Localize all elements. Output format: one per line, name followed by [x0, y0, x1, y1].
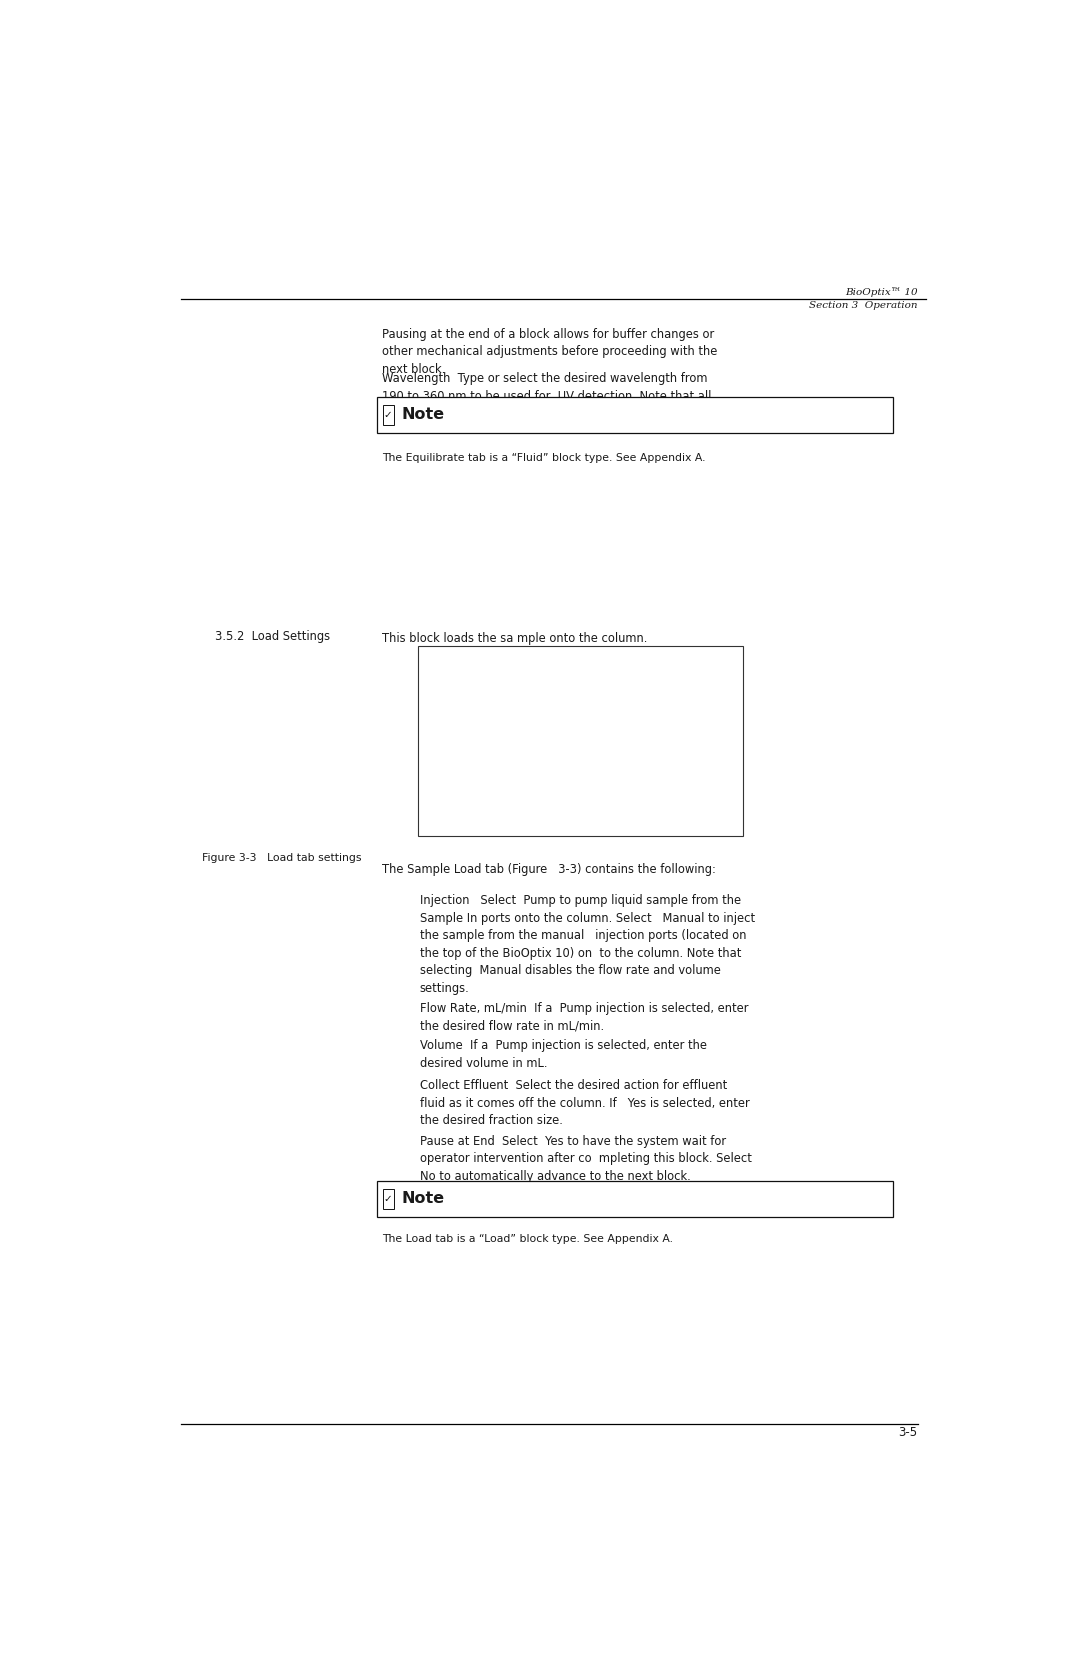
Text: Volume  If a  Pump injection is selected, enter the
desired volume in mL.: Volume If a Pump injection is selected, … [420, 1040, 706, 1070]
Text: 3.5.2  Load Settings: 3.5.2 Load Settings [215, 629, 329, 643]
Text: Injection   Select  Pump to pump liquid sample from the
Sample In ports onto the: Injection Select Pump to pump liquid sam… [420, 895, 755, 995]
Text: Pausing at the end of a block allows for buffer changes or
other mechanical adju: Pausing at the end of a block allows for… [382, 327, 717, 376]
Text: ✓: ✓ [383, 1193, 392, 1203]
Text: Figure 3-3   Load tab settings: Figure 3-3 Load tab settings [202, 853, 362, 863]
Text: Flow Rate, mL/min  If a  Pump injection is selected, enter
the desired flow rate: Flow Rate, mL/min If a Pump injection is… [420, 1001, 748, 1033]
FancyBboxPatch shape [377, 1182, 893, 1217]
Text: 3-5: 3-5 [899, 1425, 918, 1439]
Text: ✓: ✓ [383, 411, 392, 421]
Text: Collect Effluent  Select the desired action for effluent
fluid as it comes off t: Collect Effluent Select the desired acti… [420, 1080, 750, 1127]
Text: The Load tab is a “Load” block type. See Appendix A.: The Load tab is a “Load” block type. See… [382, 1233, 673, 1243]
Text: Note: Note [401, 407, 444, 422]
Text: Note: Note [401, 1192, 444, 1207]
FancyBboxPatch shape [382, 1188, 393, 1208]
Text: This block loads the sa mple onto the column.: This block loads the sa mple onto the co… [382, 633, 647, 646]
Text: The Equilibrate tab is a “Fluid” block type. See Appendix A.: The Equilibrate tab is a “Fluid” block t… [382, 454, 705, 464]
Text: The Sample Load tab (Figure   3-3) contains the following:: The Sample Load tab (Figure 3-3) contain… [382, 863, 716, 876]
FancyBboxPatch shape [377, 397, 893, 432]
Bar [418, 646, 743, 836]
Text: Wavelength  Type or select the desired wavelength from
190 to 360 nm to be used : Wavelength Type or select the desired wa… [382, 372, 712, 421]
Text: BioOptix™ 10
Section 3  Operation: BioOptix™ 10 Section 3 Operation [809, 287, 918, 310]
Text: Pause at End  Select  Yes to have the system wait for
operator intervention afte: Pause at End Select Yes to have the syst… [420, 1135, 752, 1183]
FancyBboxPatch shape [382, 404, 393, 426]
